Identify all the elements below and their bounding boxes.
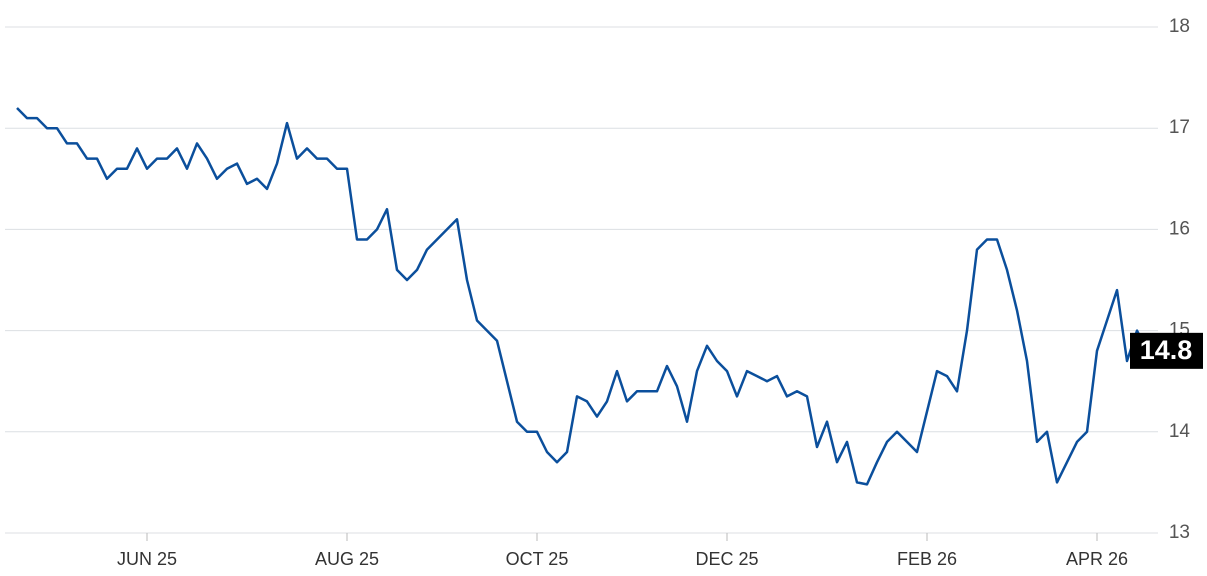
x-tick-label: OCT 25 — [506, 549, 569, 569]
last-value-label: 14.8 — [1140, 335, 1193, 365]
y-tick-label: 16 — [1169, 218, 1190, 239]
price-line — [16, 107, 1149, 486]
x-tick-label: AUG 25 — [315, 549, 379, 569]
y-tick-label: 18 — [1169, 16, 1190, 37]
x-tick-label: JUN 25 — [117, 549, 177, 569]
y-tick-label: 14 — [1169, 421, 1191, 442]
y-tick-label: 13 — [1169, 522, 1190, 543]
x-tick-label: FEB 26 — [897, 549, 957, 569]
last-value-box — [1130, 332, 1203, 369]
x-tick-label: DEC 25 — [695, 549, 758, 569]
x-tick-label: APR 26 — [1066, 549, 1128, 569]
y-tick-label: 17 — [1169, 117, 1190, 138]
